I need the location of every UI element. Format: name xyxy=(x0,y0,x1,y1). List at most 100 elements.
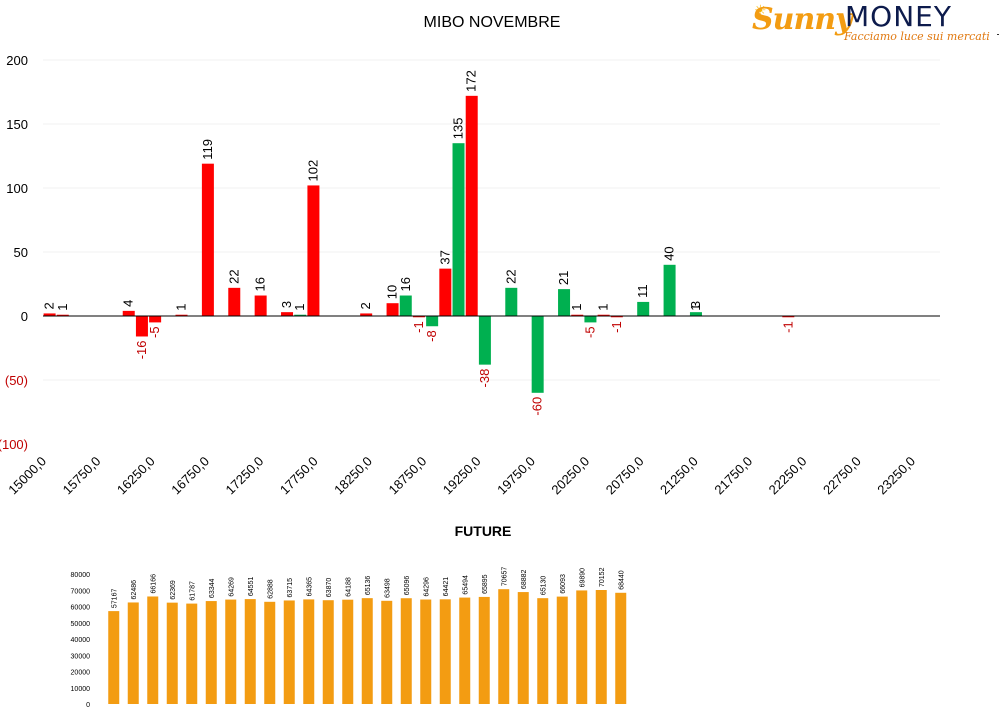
x-tick-label: 18250,0 xyxy=(331,454,375,498)
future-y-tick-label: 40000 xyxy=(71,637,91,644)
future-bar xyxy=(537,598,549,704)
future-bar xyxy=(615,592,627,704)
future-data-label: 65136 xyxy=(365,576,372,596)
future-data-label: 68440 xyxy=(619,570,626,590)
future-bar xyxy=(498,589,510,704)
future-data-label: 61787 xyxy=(190,581,197,601)
future-y-tick-label: 80000 xyxy=(71,572,91,579)
future-data-label: 66166 xyxy=(151,574,158,594)
data-label: 4 xyxy=(121,300,136,307)
data-label: 10 xyxy=(385,285,400,299)
x-tick-label: 20750,0 xyxy=(603,454,647,498)
data-label: 16 xyxy=(253,277,268,291)
data-label: 1 xyxy=(55,303,70,310)
data-label: 3 xyxy=(279,301,294,308)
future-y-tick-label: 50000 xyxy=(71,621,91,628)
future-bar xyxy=(205,601,217,704)
future-y-tick-label: 0 xyxy=(86,702,90,709)
x-tick-label: 22750,0 xyxy=(820,454,864,498)
bar xyxy=(597,314,610,316)
future-bar xyxy=(400,598,412,704)
bar xyxy=(426,316,439,327)
x-tick-label: 18750,0 xyxy=(385,454,429,498)
data-label: 1 xyxy=(174,303,189,310)
data-label: 172 xyxy=(464,70,479,92)
x-tick-label: 15000,0 xyxy=(5,454,49,498)
bar xyxy=(281,312,294,316)
data-label: -8 xyxy=(424,330,439,342)
chart-title: MIBO NOVEMBRE xyxy=(424,14,561,31)
future-bar xyxy=(264,601,276,704)
bar xyxy=(122,310,135,316)
future-bar xyxy=(595,590,607,704)
y-tick-label: 50 xyxy=(14,245,28,260)
x-tick-label: 19250,0 xyxy=(440,454,484,498)
bar xyxy=(452,143,465,316)
future-data-label: 63344 xyxy=(209,578,216,598)
future-bar xyxy=(322,600,334,704)
x-tick-label: 21250,0 xyxy=(657,454,701,498)
x-tick-label: 17250,0 xyxy=(223,454,267,498)
y-tick-label: (100) xyxy=(0,437,28,452)
bar xyxy=(201,163,214,316)
x-tick-label: 17750,0 xyxy=(277,454,321,498)
future-bar xyxy=(478,596,490,704)
bar xyxy=(531,316,544,393)
future-data-label: 62369 xyxy=(170,580,177,600)
future-data-label: 57167 xyxy=(112,589,119,609)
future-title: FUTURE xyxy=(455,523,512,539)
future-data-label: 70657 xyxy=(502,567,509,587)
sun-icon: ☀ xyxy=(754,2,767,18)
data-label: 102 xyxy=(305,160,320,182)
data-label: 2 xyxy=(358,302,373,309)
future-bar xyxy=(283,600,295,704)
future-data-label: 68882 xyxy=(521,569,528,589)
sunny-money-logo: ☀ Sunny MONEY Facciamo luce sui mercati xyxy=(752,0,990,44)
x-tick-label: 16250,0 xyxy=(114,454,158,498)
data-label: -1 xyxy=(411,321,426,333)
future-data-label: 63870 xyxy=(326,578,333,598)
bar xyxy=(294,314,307,316)
data-label: -38 xyxy=(477,369,492,388)
mibo-chart: MIBO NOVEMBRE200150100500(50)(100)214-16… xyxy=(0,14,940,498)
bar xyxy=(782,316,795,318)
x-tick-label: 19750,0 xyxy=(494,454,538,498)
x-tick-label: 16750,0 xyxy=(168,454,212,498)
future-data-label: 65494 xyxy=(463,575,470,595)
bar xyxy=(689,312,702,316)
future-data-label: 64421 xyxy=(443,577,450,597)
data-label: -16 xyxy=(134,340,149,359)
bar xyxy=(228,287,241,316)
bar xyxy=(360,313,373,316)
y-tick-label: (50) xyxy=(5,373,28,388)
future-y-tick-label: 70000 xyxy=(71,588,91,595)
future-chart: FUTURE 80000 70000 60000 50000 40000 30000 2000… xyxy=(71,523,627,709)
future-data-label: 63498 xyxy=(385,578,392,598)
logo-sunny-text: Sunny xyxy=(752,2,853,37)
data-label: 21 xyxy=(556,271,571,285)
data-label: 3 xyxy=(688,301,703,308)
future-data-label: 63715 xyxy=(287,578,294,598)
data-label: 1 xyxy=(596,303,611,310)
bar xyxy=(56,314,69,316)
future-bar xyxy=(517,592,529,704)
y-tick-label: 100 xyxy=(6,181,28,196)
future-data-label: 62888 xyxy=(268,579,275,599)
future-y-tick-label: 20000 xyxy=(71,670,91,677)
future-bar xyxy=(166,602,178,704)
bar xyxy=(254,295,267,316)
bar xyxy=(584,316,597,323)
bar xyxy=(386,303,399,316)
future-data-label: 65096 xyxy=(404,576,411,596)
future-bar xyxy=(420,599,432,704)
x-tick-label: 21750,0 xyxy=(711,454,755,498)
y-tick-label: 0 xyxy=(21,309,28,324)
future-bar xyxy=(108,611,120,704)
data-label: 40 xyxy=(662,246,677,260)
future-data-label: 69890 xyxy=(580,568,587,588)
future-bar xyxy=(361,598,373,704)
x-tick-label: 20250,0 xyxy=(548,454,592,498)
data-label: -5 xyxy=(582,326,597,338)
bar xyxy=(558,289,571,316)
